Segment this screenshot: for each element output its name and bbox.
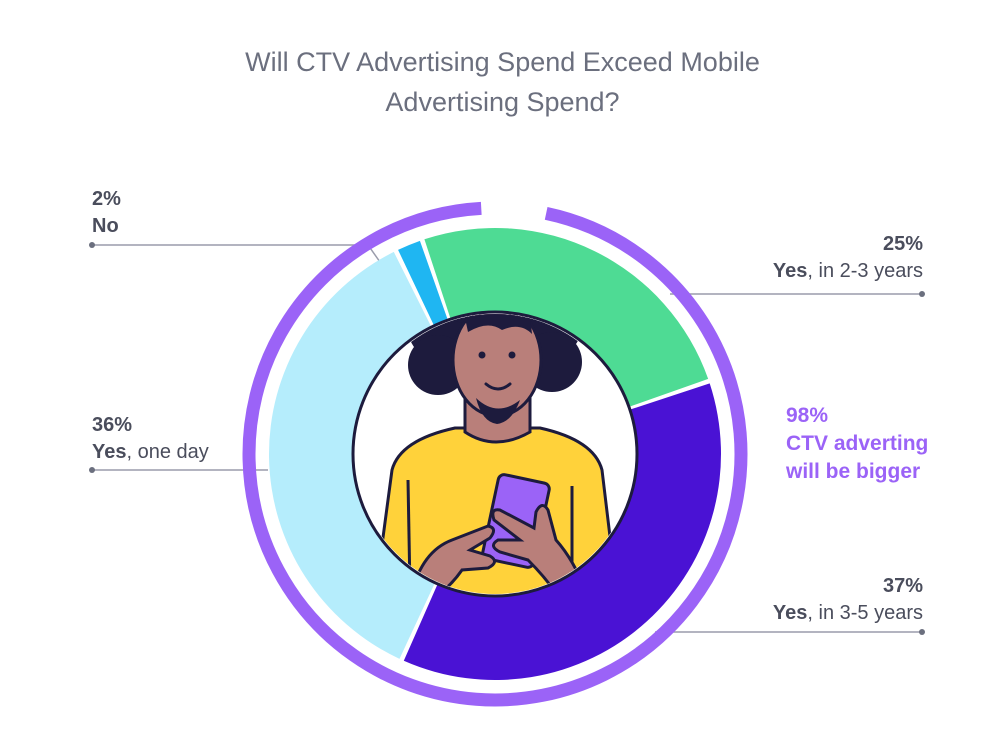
label-no-pct: 2% (92, 188, 121, 210)
label-one-day-pct: 36% (92, 414, 133, 436)
label-no: 2% No (92, 186, 121, 240)
label-one-day-text: , one day (126, 441, 209, 463)
outer-ring-98-percent (242, 201, 748, 707)
callout-98-percent: 98% CTV adverting will be bigger (786, 402, 928, 486)
callout-line-1: CTV adverting (786, 432, 929, 455)
label-one-day-yes: Yes (92, 441, 127, 463)
donut-slice-25-percent (424, 228, 709, 407)
label-3-5-years-text: , in 3-5 years (807, 602, 923, 624)
leader-line-2-3-years-dot (919, 291, 925, 297)
chart-title: Will CTV Advertising Spend Exceed Mobile… (0, 42, 1005, 122)
leader-line-3-5-years-dot (919, 629, 925, 635)
label-no-text: No (92, 215, 119, 237)
label-3-5-years-pct: 37% (882, 575, 923, 597)
right-hand-shape (491, 504, 591, 594)
donut-slice-37-percent (403, 383, 721, 680)
donut-slice-2-percent (398, 240, 448, 326)
label-2-3-years: 25% Yes, in 2-3 years (773, 231, 923, 285)
label-one-day: 36% Yes, one day (92, 412, 209, 466)
label-2-3-years-pct: 25% (882, 233, 923, 255)
person-illustration (370, 314, 622, 594)
callout-line-2: will be bigger (786, 460, 921, 483)
label-3-5-years: 37% Yes, in 3-5 years (773, 573, 923, 627)
leader-line-one-day-dot (89, 467, 95, 473)
chart-title-line-1: Will CTV Advertising Spend Exceed Mobile (245, 47, 760, 77)
leader-line-no-dot (89, 242, 95, 248)
label-3-5-years-yes: Yes (772, 602, 808, 624)
label-2-3-years-text: , in 2-3 years (807, 260, 923, 282)
callout-pct: 98% (786, 404, 829, 427)
label-2-3-years-yes: Yes (772, 260, 808, 282)
chart-title-line-2: Advertising Spend? (385, 87, 620, 117)
